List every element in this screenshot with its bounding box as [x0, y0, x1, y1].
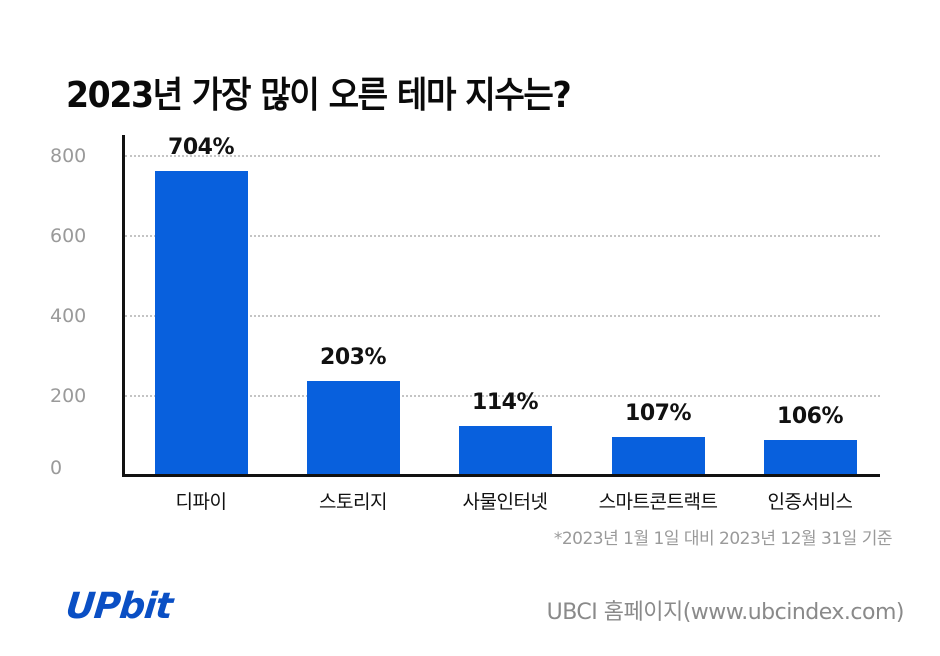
bar-iot [459, 426, 552, 475]
bar-chart: 800 600 400 200 0 704% 203% 114% 107% 10… [50, 135, 880, 513]
y-tick-label: 400 [50, 305, 87, 327]
bar-authentication [764, 440, 857, 475]
bar-value-label: 107% [625, 401, 691, 426]
bar-storage [307, 381, 400, 475]
x-category-label: 스마트콘트랙트 [598, 491, 718, 513]
x-category-label: 사물인터넷 [462, 491, 548, 513]
upbit-logo: UPbit [64, 586, 174, 627]
bar-smart-contract [612, 437, 705, 475]
y-tick-label: 800 [50, 145, 87, 167]
logo-text: UPbit [63, 586, 175, 627]
chart-title: 2023년 가장 많이 오른 테마 지수는? [66, 75, 572, 116]
x-category-label: 인증서비스 [767, 491, 853, 513]
y-tick-label: 200 [50, 385, 87, 407]
gridline [125, 155, 880, 157]
bar-value-label: 704% [168, 135, 234, 160]
bar-value-label: 203% [320, 345, 386, 370]
x-category-label: 스토리지 [319, 491, 387, 513]
gridline [125, 395, 880, 397]
bar-defi [155, 171, 248, 475]
x-axis [122, 474, 880, 477]
y-tick-label: 0 [50, 457, 63, 479]
bar-value-label: 106% [777, 404, 843, 430]
x-category-label: 디파이 [175, 491, 227, 513]
footnote: *2023년 1월 1일 대비 2023년 12월 31일 기준 [553, 529, 893, 549]
bar-value-label: 114% [472, 390, 538, 416]
y-tick-label: 600 [50, 225, 87, 247]
y-axis [122, 135, 125, 477]
gridline [125, 235, 880, 237]
gridline [125, 315, 880, 317]
source-credit: UBCI 홈페이지(www.ubcindex.com) [546, 600, 905, 625]
